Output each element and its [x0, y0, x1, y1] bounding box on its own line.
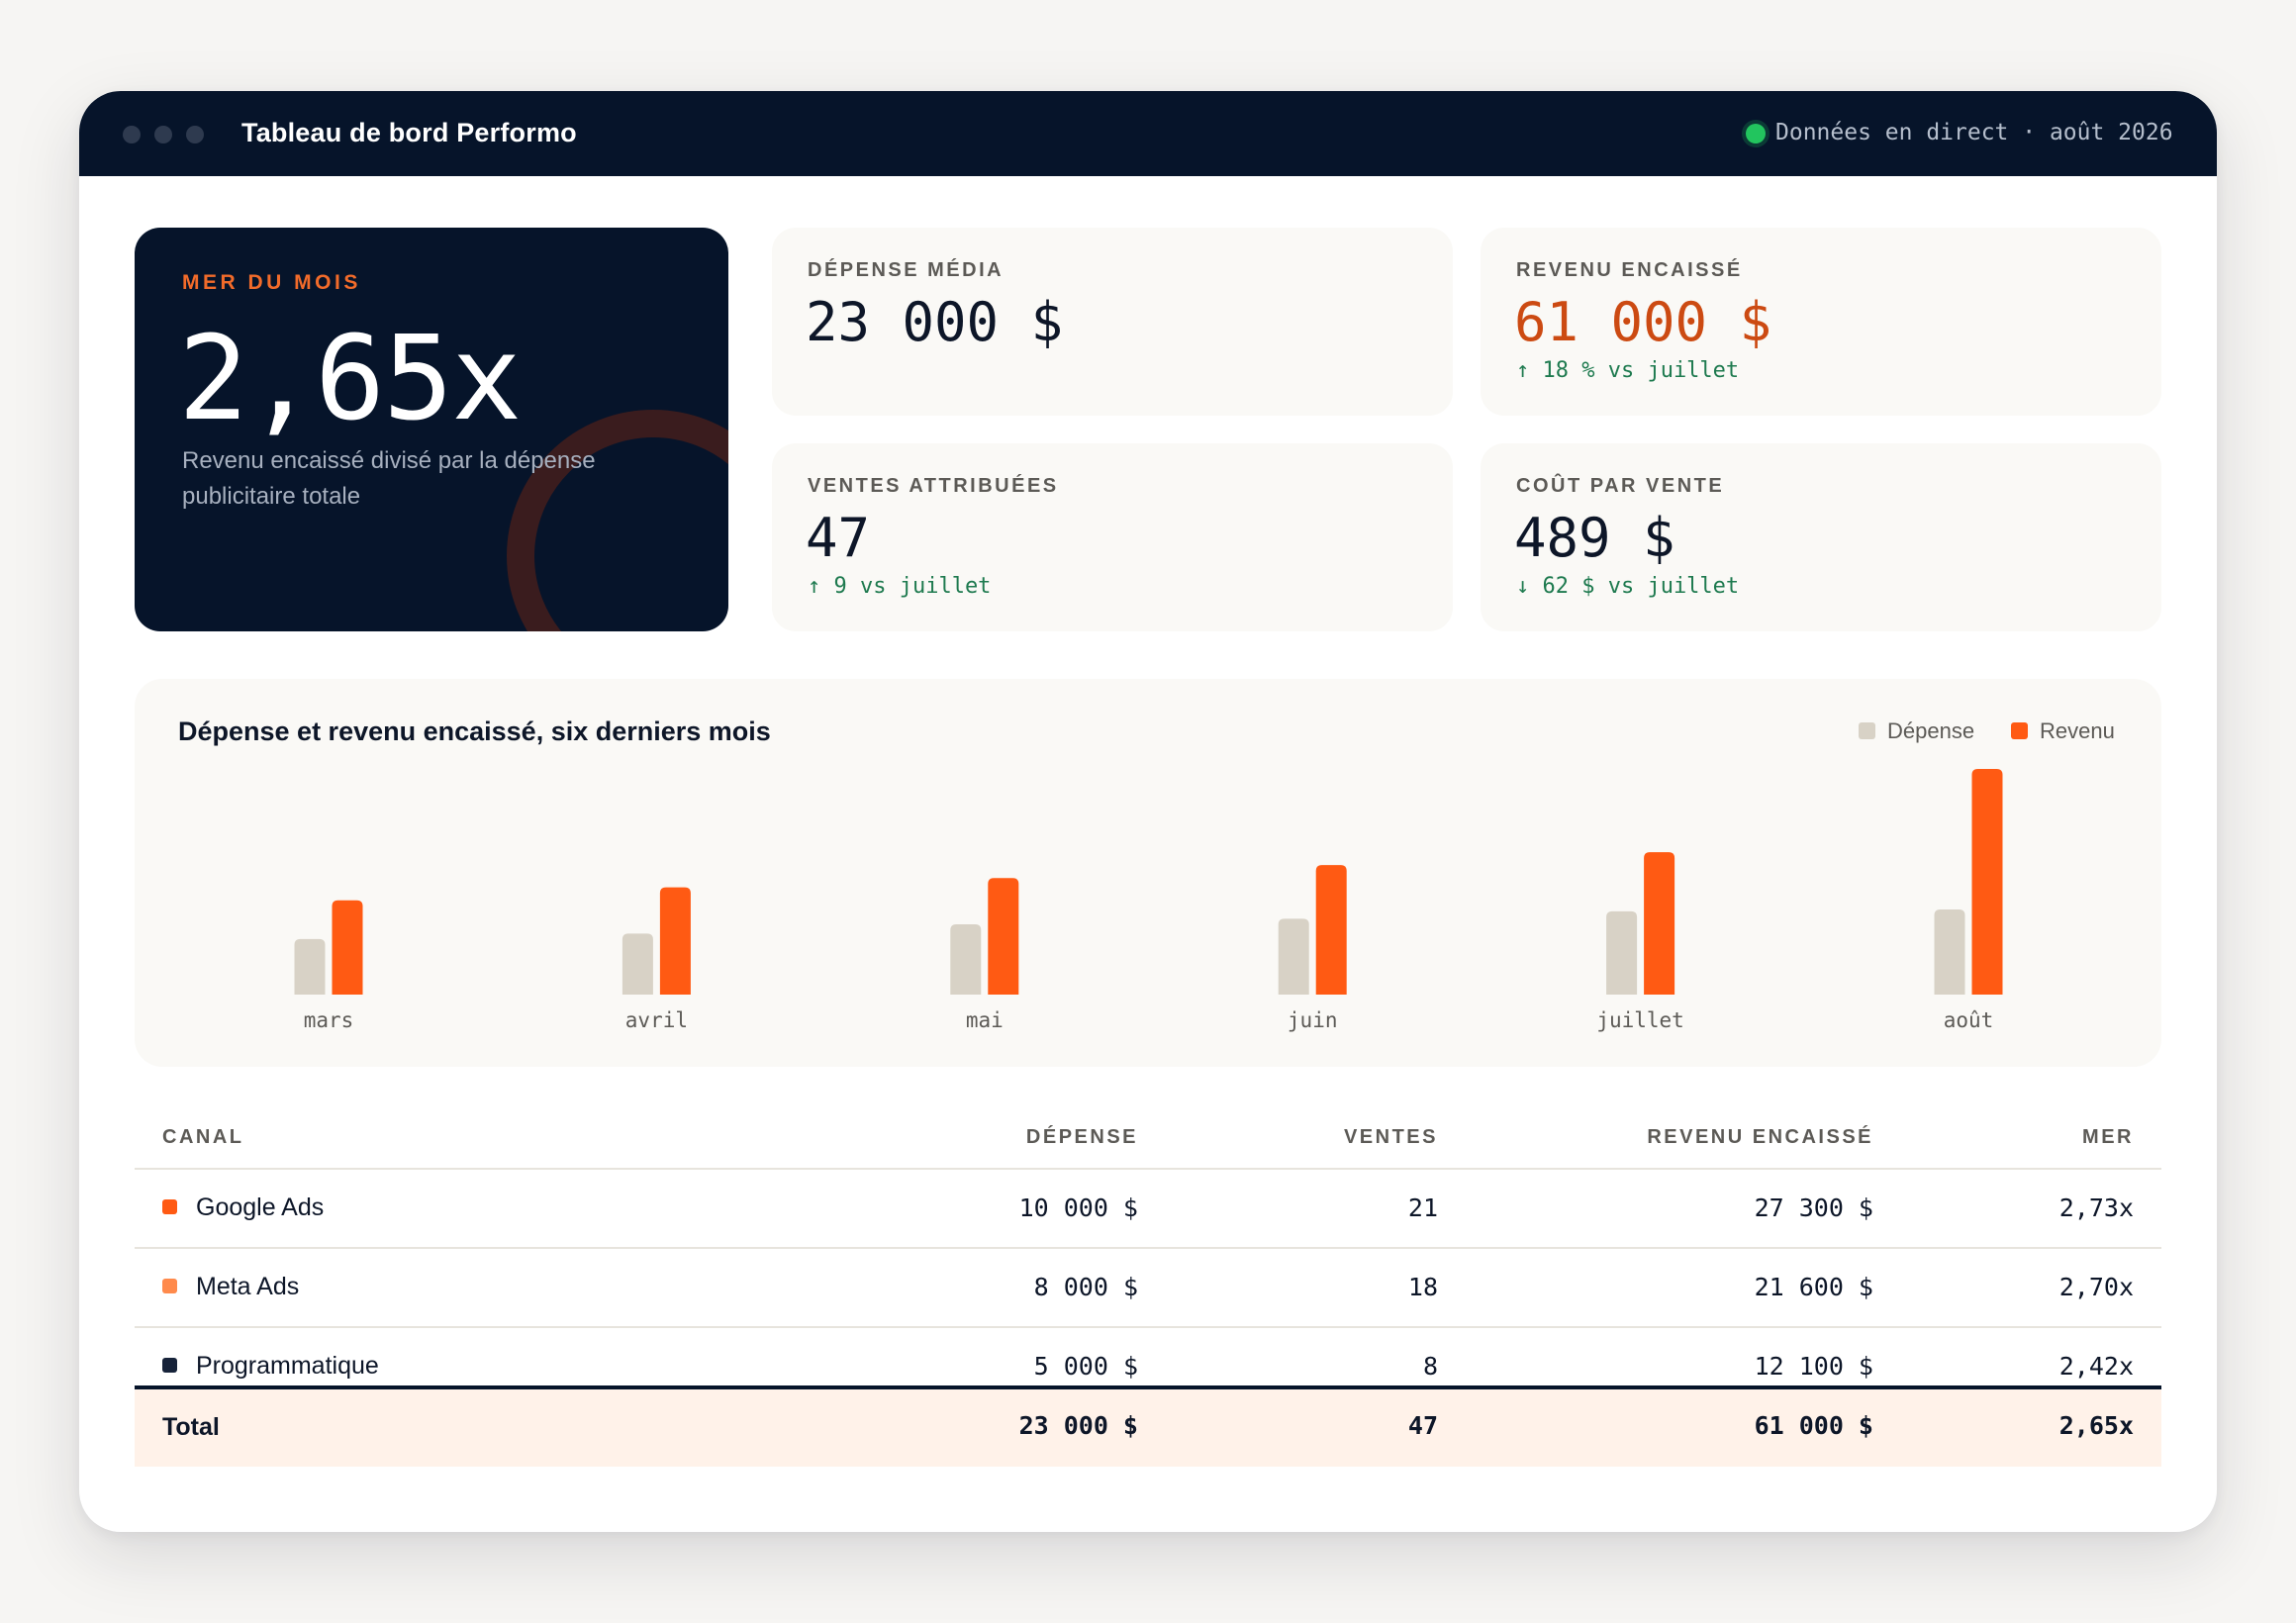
- channel-swatch-icon: [162, 1279, 177, 1293]
- channel-name: Google Ads: [196, 1193, 325, 1221]
- total-mer: 2,65x: [2058, 1411, 2134, 1440]
- total-divider: [135, 1385, 2161, 1389]
- bar-spend-juillet[interactable]: [1606, 910, 1638, 995]
- column-header-channel[interactable]: CANAL: [162, 1126, 244, 1148]
- bar-spend-juin[interactable]: [1278, 918, 1309, 995]
- bar-spend-août[interactable]: [1934, 909, 1965, 995]
- window-minimize-dot[interactable]: [154, 126, 172, 143]
- live-status-icon: [1746, 124, 1766, 143]
- revenue-value: 27 300 $: [1754, 1193, 1873, 1222]
- x-tick-label: juin: [1288, 1008, 1338, 1032]
- bar-spend-mars[interactable]: [294, 938, 326, 995]
- chart-title: Dépense et revenu encaissé, six derniers…: [178, 716, 771, 746]
- column-header-spend[interactable]: DÉPENSE: [1025, 1126, 1138, 1148]
- spend-value: 10 000 $: [1018, 1193, 1138, 1222]
- mer-value: 2,70x: [2058, 1273, 2134, 1301]
- bar-revenue-mars[interactable]: [332, 900, 363, 995]
- revenue-value: 12 100 $: [1754, 1352, 1873, 1381]
- live-status-text: Données en direct · août 2026: [1775, 120, 2173, 145]
- legend-label: Revenu: [2040, 718, 2115, 743]
- bar-spend-mai[interactable]: [950, 923, 982, 995]
- legend-swatch-icon: [2011, 722, 2028, 739]
- kpi-value: 47: [806, 507, 871, 569]
- channel-swatch-icon: [162, 1358, 177, 1373]
- channel-name: Meta Ads: [196, 1273, 300, 1300]
- kpi-card-media-spend: DÉPENSE MÉDIA 23 000 $: [772, 228, 1453, 416]
- kpi-label: DÉPENSE MÉDIA: [808, 259, 1004, 281]
- total-revenue: 61 000 $: [1754, 1411, 1873, 1440]
- chart-canvas: mars avril mai juin juillet août: [294, 769, 2003, 1032]
- column-header-sales[interactable]: VENTES: [1343, 1126, 1438, 1148]
- kpi-label: VENTES ATTRIBUÉES: [808, 475, 1059, 497]
- total-spend: 23 000 $: [1018, 1411, 1138, 1440]
- hero-mer-card: MER DU MOIS 2,65x Revenu encaissé divisé…: [135, 228, 728, 631]
- bar-revenue-juin[interactable]: [1315, 865, 1347, 995]
- bar-revenue-avril[interactable]: [659, 887, 691, 995]
- hero-value: 2,65x: [178, 310, 522, 446]
- hero-description: Revenu encaissé divisé par la dépense pu…: [182, 447, 596, 510]
- legend-item-spend: Dépense: [1859, 718, 1974, 744]
- window-title: Tableau de bord Performo: [241, 118, 577, 147]
- title-bar: Tableau de bord Performo Données en dire…: [79, 91, 2217, 176]
- bar-revenue-mai[interactable]: [988, 878, 1019, 995]
- kpi-label: REVENU ENCAISSÉ: [1516, 259, 1743, 281]
- kpi-card-revenue: REVENU ENCAISSÉ 61 000 $ ↑ 18 % vs juill…: [1481, 228, 2161, 416]
- sales-value: 8: [1422, 1352, 1438, 1381]
- window-close-dot[interactable]: [123, 126, 141, 143]
- total-sales: 47: [1407, 1411, 1438, 1440]
- kpi-delta: ↑ 18 % vs juillet: [1516, 358, 1740, 383]
- window-maximize-dot[interactable]: [186, 126, 204, 143]
- sales-value: 21: [1407, 1193, 1438, 1222]
- total-row: Total 23 000 $ 47 61 000 $ 2,65x: [135, 1389, 2161, 1467]
- sales-value: 18: [1407, 1273, 1438, 1301]
- divider: [135, 1247, 2161, 1249]
- channel-swatch-icon: [162, 1199, 177, 1214]
- legend-item-revenue: Revenu: [2011, 718, 2115, 744]
- x-tick-label: août: [1944, 1008, 1994, 1032]
- revenue-value: 21 600 $: [1754, 1273, 1873, 1301]
- kpi-delta: ↓ 62 $ vs juillet: [1516, 574, 1740, 599]
- legend-swatch-icon: [1859, 722, 1875, 739]
- kpi-label: COÛT PAR VENTE: [1516, 475, 1725, 497]
- kpi-card-cost-per-sale: COÛT PAR VENTE 489 $ ↓ 62 $ vs juillet: [1481, 443, 2161, 631]
- hero-label: MER DU MOIS: [182, 271, 361, 294]
- spend-value: 5 000 $: [1033, 1352, 1138, 1381]
- column-header-mer[interactable]: MER: [2082, 1126, 2134, 1148]
- kpi-delta: ↑ 9 vs juillet: [808, 574, 992, 599]
- column-header-revenue[interactable]: REVENU ENCAISSÉ: [1647, 1126, 1873, 1148]
- mer-value: 2,42x: [2058, 1352, 2134, 1381]
- bar-spend-avril[interactable]: [622, 933, 653, 995]
- legend-label: Dépense: [1887, 718, 1975, 743]
- x-tick-label: juillet: [1596, 1008, 1684, 1032]
- kpi-value: 489 $: [1514, 507, 1675, 569]
- divider: [135, 1326, 2161, 1328]
- dashboard-window: Tableau de bord Performo Données en dire…: [79, 91, 2217, 1532]
- bar-revenue-juillet[interactable]: [1644, 852, 1675, 995]
- mer-value: 2,73x: [2058, 1193, 2134, 1222]
- channel-name: Programmatique: [196, 1352, 379, 1380]
- spend-revenue-chart: mars avril mai juin juillet août Dépense et r…: [135, 679, 2161, 1067]
- kpi-value: 61 000 $: [1514, 291, 1772, 353]
- bar-revenue-août[interactable]: [1971, 769, 2003, 995]
- total-label: Total: [162, 1413, 220, 1441]
- kpi-card-sales: VENTES ATTRIBUÉES 47 ↑ 9 vs juillet: [772, 443, 1453, 631]
- spend-value: 8 000 $: [1033, 1273, 1138, 1301]
- x-tick-label: avril: [625, 1008, 688, 1032]
- divider: [135, 1168, 2161, 1170]
- x-tick-label: mars: [304, 1008, 354, 1032]
- x-tick-label: mai: [966, 1008, 1004, 1032]
- kpi-value: 23 000 $: [806, 291, 1064, 353]
